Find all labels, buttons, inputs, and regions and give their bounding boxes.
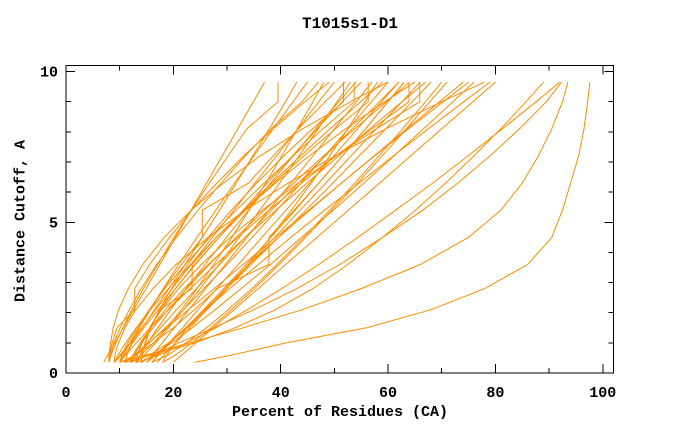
model-curve (124, 81, 389, 363)
chart-title: T1015s1-D1 (301, 15, 398, 33)
y-tick-label: 0 (49, 366, 58, 383)
x-tick-label: 0 (61, 385, 70, 402)
y-axis-label: Distance Cutoff, A (12, 139, 30, 303)
model-curve (130, 81, 400, 363)
model-curve (146, 81, 432, 363)
model-curve (173, 81, 496, 363)
model-curve (156, 81, 421, 363)
model-curve (151, 81, 491, 363)
model-curve (135, 81, 357, 363)
model-curve (135, 82, 421, 363)
model-curve (103, 81, 266, 363)
plot-border (65, 65, 614, 374)
model-curve (162, 81, 448, 363)
model-curve (113, 81, 485, 363)
model-curve (119, 81, 426, 363)
model-curve (119, 82, 355, 363)
x-tick-label: 40 (272, 385, 290, 402)
y-tick-label: 5 (49, 215, 58, 232)
model-curve (140, 81, 416, 363)
y-tick-label: 10 (40, 65, 58, 82)
model-curve (108, 81, 330, 363)
model-curve (162, 81, 469, 363)
model-curve (140, 81, 562, 363)
model-curve (151, 81, 443, 363)
model-curve (194, 82, 591, 363)
model-curve (140, 81, 475, 363)
model-curve (135, 81, 561, 363)
model-curve (119, 81, 569, 363)
x-axis-label: Percent of Residues (CA) (231, 404, 449, 421)
model-curve (113, 81, 384, 363)
x-tick-label: 20 (164, 385, 182, 402)
model-curve (108, 82, 279, 363)
model-curve (108, 81, 389, 363)
model-curve (129, 82, 410, 363)
model-curve (124, 81, 464, 363)
x-tick-label: 60 (379, 385, 397, 402)
x-tick-label: 80 (486, 385, 504, 402)
model-curve (140, 82, 344, 363)
model-curve (108, 81, 319, 363)
model-curve (135, 81, 351, 363)
x-tick-label: 100 (589, 385, 616, 402)
